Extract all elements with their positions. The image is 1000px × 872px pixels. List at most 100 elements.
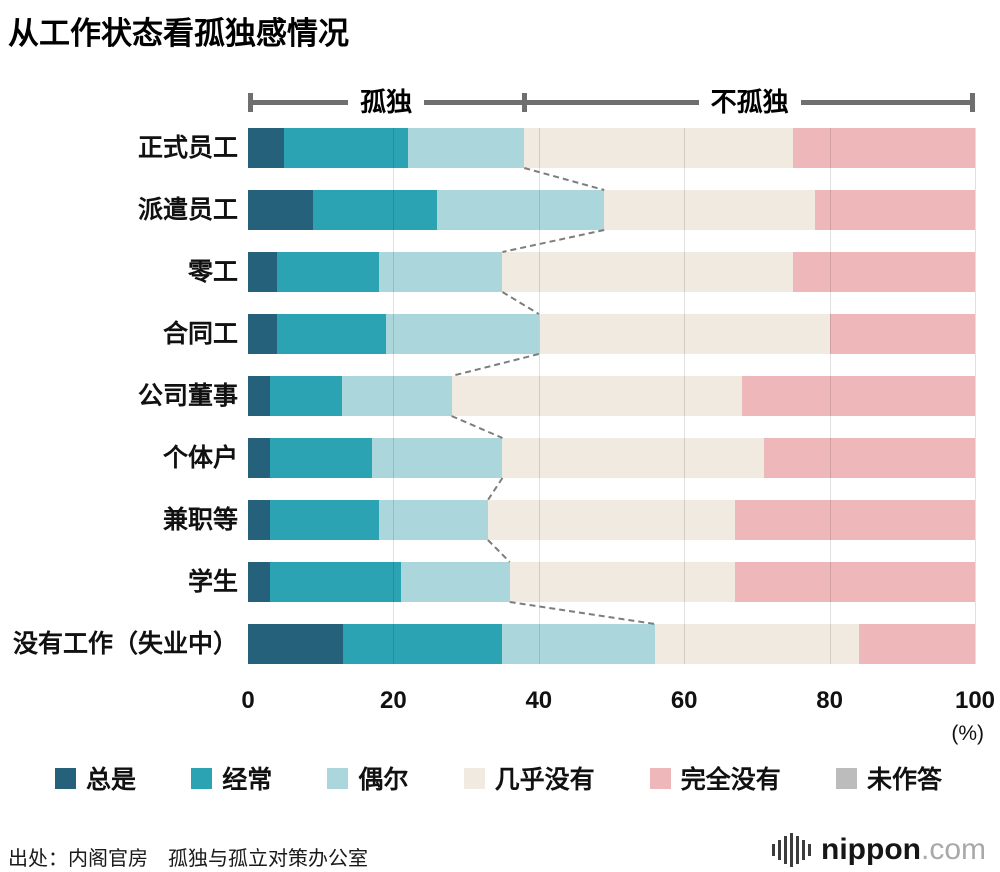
bar-segment-几乎没有 <box>604 190 816 230</box>
legend-swatch-几乎没有 <box>463 767 485 789</box>
axis-unit-label: (%) <box>951 722 984 745</box>
bar-segment-经常 <box>277 252 379 292</box>
gridline-80 <box>829 128 831 664</box>
nippon-logo: nippon.com <box>771 832 986 868</box>
bar-segment-几乎没有 <box>451 376 743 416</box>
bar-segment-总是 <box>248 252 278 292</box>
bar-segment-总是 <box>248 624 343 664</box>
bar-segment-完全没有 <box>735 562 975 602</box>
x-tick-label-40: 40 <box>525 687 553 714</box>
bar-segment-经常 <box>269 438 372 478</box>
logo-wave-bar-5 <box>801 840 806 860</box>
category-label-3: 合同工 <box>162 320 238 348</box>
gridline-20 <box>393 128 395 664</box>
bar-segment-偶尔 <box>342 376 452 416</box>
bar-segment-几乎没有 <box>509 562 736 602</box>
bar-segment-几乎没有 <box>502 252 794 292</box>
category-label-5: 个体户 <box>162 444 238 472</box>
bar-segment-总是 <box>248 190 314 230</box>
legend-item-经常: 经常 <box>191 760 272 796</box>
legend-swatch-偶尔 <box>327 767 349 789</box>
source-note: 出处：内阁官房 孤独与孤立对策办公室 <box>8 848 368 870</box>
bar-segment-总是 <box>248 562 270 602</box>
legend-swatch-未作答 <box>835 767 857 789</box>
legend-swatch-完全没有 <box>649 767 671 789</box>
x-tick-label-0: 0 <box>241 687 255 714</box>
legend-swatch-经常 <box>191 767 213 789</box>
legend-item-未作答: 未作答 <box>835 760 942 796</box>
category-label-1: 派遣员工 <box>137 196 238 224</box>
bar-segment-总是 <box>248 314 278 354</box>
bar-segment-经常 <box>269 500 379 540</box>
bar-segment-完全没有 <box>858 624 975 664</box>
x-tick-label-100: 100 <box>954 687 996 714</box>
x-tick-label-20: 20 <box>380 687 407 714</box>
logo-wave-bar-0 <box>771 844 776 856</box>
category-label-0: 正式员工 <box>137 134 238 162</box>
nippon-logo-icon <box>771 833 812 867</box>
logo-tld: .com <box>920 833 986 866</box>
bar-segment-经常 <box>269 376 343 416</box>
gridline-100 <box>975 128 976 664</box>
category-label-4: 公司董事 <box>137 382 238 410</box>
bar-segment-偶尔 <box>371 438 503 478</box>
bar-segment-偶尔 <box>378 252 503 292</box>
logo-brand: nippon <box>821 833 921 866</box>
legend-label-经常: 经常 <box>222 766 273 794</box>
bar-row-7 <box>248 562 975 602</box>
logo-wave-bar-4 <box>795 836 800 864</box>
bar-segment-完全没有 <box>793 128 975 168</box>
bar-segment-经常 <box>313 190 437 230</box>
bar-segment-完全没有 <box>815 190 975 230</box>
bar-segment-总是 <box>248 438 270 478</box>
group-label-lonely: 孤独 <box>348 88 425 116</box>
bar-segment-偶尔 <box>437 190 605 230</box>
bracket-divider <box>522 93 528 112</box>
bar-segment-完全没有 <box>793 252 975 292</box>
gridline-40 <box>538 128 540 664</box>
bar-row-3 <box>248 314 975 354</box>
bar-segment-偶尔 <box>502 624 656 664</box>
group-label-not-lonely: 不孤独 <box>698 88 801 116</box>
legend-label-未作答: 未作答 <box>866 766 942 794</box>
bar-segment-几乎没有 <box>524 128 794 168</box>
legend-swatch-总是 <box>55 767 76 789</box>
loneliness-group-bracket: 孤独 不孤独 <box>248 88 975 116</box>
bar-segment-经常 <box>277 314 387 354</box>
legend: 总是 经常 偶尔 几乎没有 完全没有 未作答 <box>55 760 942 796</box>
gridline-60 <box>684 128 686 664</box>
legend-item-偶尔: 偶尔 <box>327 760 408 796</box>
bar-row-1 <box>248 190 975 230</box>
bar-row-4 <box>248 376 975 416</box>
legend-label-偶尔: 偶尔 <box>358 766 409 794</box>
bar-segment-完全没有 <box>735 500 975 540</box>
category-label-8: 没有工作（失业中） <box>12 630 238 658</box>
bracket-cap-right <box>970 93 975 112</box>
x-tick-label-60: 60 <box>670 687 698 714</box>
bar-segment-偶尔 <box>407 128 525 168</box>
boundary-connector-lines <box>451 167 656 625</box>
bar-segment-偶尔 <box>386 314 539 354</box>
bar-segment-几乎没有 <box>487 500 736 540</box>
logo-wave-bar-1 <box>777 840 782 860</box>
bar-segment-偶尔 <box>378 500 488 540</box>
bar-segment-几乎没有 <box>502 438 765 478</box>
x-axis-ticks: 0 20 40 60 80 100 <box>241 686 995 716</box>
bar-row-8 <box>248 624 975 664</box>
bar-segment-偶尔 <box>400 562 510 602</box>
bracket-cap-left <box>248 93 253 112</box>
logo-text: nippon.com <box>821 832 986 868</box>
legend-label-完全没有: 完全没有 <box>680 766 781 794</box>
logo-wave-bar-2 <box>783 836 788 864</box>
bar-row-5 <box>248 438 975 478</box>
bar-segment-总是 <box>248 128 285 168</box>
bar-row-0 <box>248 128 975 168</box>
legend-item-几乎没有: 几乎没有 <box>463 760 595 796</box>
category-labels: 正式员工 派遣员工 零工 合同工 公司董事 个体户 兼职等 学生 没有工作（失业中） <box>0 128 238 664</box>
bar-row-2 <box>248 252 975 292</box>
logo-wave-bar-3 <box>789 833 794 867</box>
x-tick-label-80: 80 <box>816 687 843 714</box>
bar-segment-经常 <box>269 562 401 602</box>
bar-segment-经常 <box>342 624 503 664</box>
